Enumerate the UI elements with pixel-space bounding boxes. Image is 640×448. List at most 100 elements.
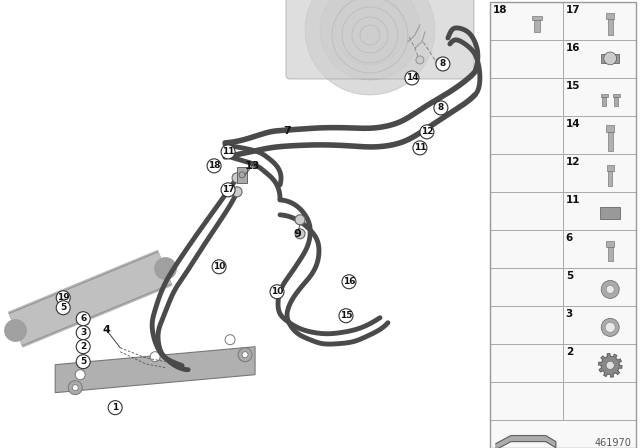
Circle shape [601, 319, 619, 336]
Bar [490, 2, 563, 40]
Text: 17: 17 [566, 5, 580, 15]
Text: 16: 16 [566, 43, 580, 53]
Circle shape [604, 52, 616, 65]
Bar [608, 132, 612, 151]
Circle shape [416, 56, 424, 64]
Text: 15: 15 [340, 311, 352, 320]
Text: 14: 14 [566, 119, 580, 129]
Circle shape [420, 125, 434, 139]
Circle shape [339, 309, 353, 323]
Bar [563, 40, 636, 78]
Polygon shape [598, 353, 622, 377]
Circle shape [76, 370, 85, 379]
Bar [490, 344, 563, 382]
Bar [563, 230, 636, 268]
Bar [563, 116, 636, 154]
Circle shape [295, 215, 305, 225]
Text: 6: 6 [80, 314, 86, 323]
Text: 5: 5 [566, 271, 573, 281]
Bar [608, 19, 612, 34]
Circle shape [68, 381, 82, 395]
Text: 8: 8 [438, 103, 444, 112]
Text: 461970: 461970 [595, 438, 632, 448]
FancyBboxPatch shape [286, 0, 474, 79]
Bar [490, 306, 563, 344]
Bar [490, 2, 636, 448]
Circle shape [56, 291, 70, 305]
Bar [532, 16, 542, 20]
Circle shape [605, 323, 615, 332]
Text: 9: 9 [293, 229, 301, 239]
Circle shape [108, 401, 122, 415]
Bar [602, 97, 606, 106]
Circle shape [434, 101, 448, 115]
Circle shape [232, 173, 242, 183]
Text: 3: 3 [80, 328, 86, 337]
Circle shape [221, 145, 235, 159]
Text: 12: 12 [420, 127, 433, 136]
Bar [563, 78, 636, 116]
Circle shape [242, 352, 248, 358]
Text: 3: 3 [566, 309, 573, 319]
Text: 18: 18 [208, 161, 220, 170]
Bar [237, 167, 247, 183]
Bar [563, 192, 636, 230]
Bar [606, 13, 614, 19]
Bar [490, 154, 563, 192]
Text: 10: 10 [213, 262, 225, 271]
Text: 11: 11 [222, 147, 234, 156]
Text: 16: 16 [343, 277, 355, 286]
Bar [490, 230, 563, 268]
Text: 12: 12 [566, 157, 580, 167]
Circle shape [342, 275, 356, 289]
Circle shape [405, 71, 419, 85]
Bar [563, 268, 636, 306]
Circle shape [270, 285, 284, 299]
Bar [563, 382, 636, 420]
Circle shape [76, 340, 90, 353]
Text: 4: 4 [102, 325, 110, 335]
Bar [563, 344, 636, 382]
Circle shape [335, 0, 405, 65]
Bar [563, 306, 636, 344]
Circle shape [150, 352, 160, 362]
Text: 2: 2 [80, 342, 86, 351]
Bar [612, 94, 620, 97]
Circle shape [436, 58, 444, 66]
Circle shape [606, 361, 614, 370]
Text: 11: 11 [566, 195, 580, 205]
Text: 13: 13 [244, 161, 260, 171]
Bar [606, 241, 614, 247]
Circle shape [225, 335, 235, 345]
Bar [534, 20, 540, 32]
Circle shape [56, 301, 70, 315]
Circle shape [305, 0, 435, 95]
Bar [601, 94, 608, 97]
Bar [563, 2, 636, 40]
Text: 7: 7 [283, 126, 291, 136]
Circle shape [221, 183, 235, 197]
Bar [563, 154, 636, 192]
Circle shape [295, 229, 305, 239]
Circle shape [601, 280, 619, 298]
Text: 5: 5 [60, 303, 67, 312]
Text: 15: 15 [566, 81, 580, 91]
Text: 8: 8 [440, 60, 446, 69]
Bar [490, 40, 563, 78]
Text: 17: 17 [222, 185, 234, 194]
Circle shape [238, 348, 252, 362]
Bar [606, 125, 614, 132]
Circle shape [413, 141, 427, 155]
Text: 1: 1 [112, 403, 118, 412]
Bar [600, 207, 620, 220]
Polygon shape [55, 347, 255, 392]
Circle shape [76, 312, 90, 326]
Circle shape [76, 326, 90, 340]
Circle shape [72, 385, 78, 391]
Text: 10: 10 [271, 287, 284, 296]
Text: 11: 11 [413, 143, 426, 152]
Bar [614, 97, 618, 106]
Bar [490, 78, 563, 116]
Bar [490, 382, 563, 420]
Circle shape [232, 187, 242, 197]
